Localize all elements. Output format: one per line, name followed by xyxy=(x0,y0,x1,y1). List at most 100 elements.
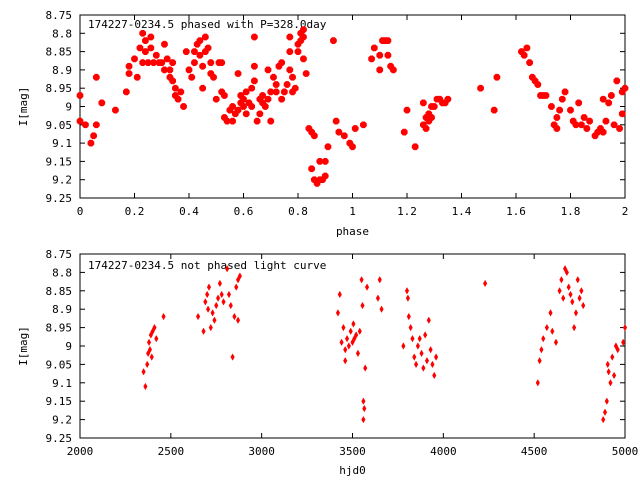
data-point xyxy=(196,37,204,44)
data-point xyxy=(341,323,346,332)
data-point xyxy=(604,397,609,405)
data-point xyxy=(143,382,148,391)
data-point xyxy=(261,103,269,110)
data-point xyxy=(82,121,89,129)
data-point xyxy=(146,338,152,347)
data-point xyxy=(413,360,419,369)
data-point xyxy=(335,128,343,136)
data-point xyxy=(613,77,621,85)
y-tick-label: 8.75 xyxy=(46,9,73,22)
data-point xyxy=(302,70,310,77)
data-point xyxy=(408,323,413,332)
data-point xyxy=(330,37,337,44)
plot-title: 174227-0234.5 not phased light curve xyxy=(88,259,326,272)
plot-1: 8.75 8.8 8.85 8.9 8.95 9 9.05 9.1 9.15 9.2 9.25 0 0.… xyxy=(17,9,629,238)
x-axis-title: hjd0 xyxy=(339,464,366,477)
data-point xyxy=(349,143,356,151)
data-point xyxy=(283,81,291,88)
data-point xyxy=(343,345,348,354)
data-point xyxy=(139,29,147,37)
x-tick-label: 0.4 xyxy=(179,205,199,218)
data-point xyxy=(602,408,608,416)
data-point xyxy=(147,44,155,52)
data-point xyxy=(221,92,228,99)
data-point xyxy=(158,59,166,66)
data-point xyxy=(142,48,149,55)
data-point xyxy=(149,353,154,361)
data-point xyxy=(195,312,201,321)
data-point xyxy=(553,114,561,121)
data-point xyxy=(493,73,501,81)
data-point xyxy=(180,103,187,110)
data-point xyxy=(210,73,217,81)
data-point xyxy=(76,92,84,99)
data-point xyxy=(421,364,426,372)
data-point xyxy=(150,59,157,66)
data-point xyxy=(98,99,106,107)
data-point xyxy=(225,265,230,273)
data-point xyxy=(354,331,359,339)
data-point xyxy=(230,353,235,361)
data-point xyxy=(206,283,212,291)
data-point xyxy=(172,84,179,92)
data-point xyxy=(561,88,569,96)
data-point xyxy=(422,125,430,132)
data-point xyxy=(240,103,247,110)
data-point xyxy=(219,290,224,299)
data-point xyxy=(359,276,364,284)
data-point xyxy=(139,59,147,66)
data-point xyxy=(191,48,198,55)
data-point xyxy=(264,66,272,74)
data-point xyxy=(483,279,488,288)
data-point xyxy=(583,125,591,132)
data-point xyxy=(221,298,226,306)
data-point xyxy=(161,312,166,321)
y-tick-label: 8.9 xyxy=(52,303,72,316)
data-point xyxy=(291,84,299,92)
data-point xyxy=(368,55,375,63)
data-point xyxy=(544,323,549,332)
x-tick-label: 0.2 xyxy=(125,205,145,218)
data-point xyxy=(234,70,242,77)
data-point xyxy=(122,88,130,96)
data-point xyxy=(608,379,613,387)
data-point xyxy=(207,59,215,66)
data-point xyxy=(237,272,242,280)
data-point xyxy=(601,415,606,424)
data-point xyxy=(272,81,280,88)
data-point xyxy=(608,92,615,99)
data-point xyxy=(602,117,610,125)
data-point xyxy=(377,276,382,284)
data-point xyxy=(203,298,208,306)
y-axis-title: I[mag] xyxy=(17,87,30,127)
data-point xyxy=(112,106,119,114)
data-point xyxy=(90,132,97,140)
data-point xyxy=(205,305,211,313)
data-point xyxy=(405,294,410,302)
data-point xyxy=(390,66,397,74)
data-point xyxy=(361,397,366,405)
plot-2: 8.75 8.8 8.85 8.9 8.95 9 9.05 9.1 9.15 9.2 9.25200… xyxy=(17,248,638,477)
data-point xyxy=(564,268,569,277)
data-point xyxy=(622,323,628,332)
data-point xyxy=(259,92,266,99)
data-point xyxy=(321,158,329,165)
data-point xyxy=(294,48,302,55)
data-point xyxy=(520,51,528,59)
data-point xyxy=(361,415,366,424)
data-point xyxy=(161,66,168,74)
data-point xyxy=(570,298,575,306)
x-tick-label: 3500 xyxy=(339,445,366,458)
data-point xyxy=(199,62,206,70)
data-point xyxy=(145,360,150,369)
data-point xyxy=(417,334,422,343)
data-point xyxy=(419,99,427,107)
data-point xyxy=(166,66,174,74)
data-point xyxy=(346,342,351,350)
data-point xyxy=(169,59,177,66)
data-point xyxy=(286,33,294,41)
data-point xyxy=(360,301,365,310)
data-point xyxy=(217,279,222,288)
data-point xyxy=(419,349,424,358)
